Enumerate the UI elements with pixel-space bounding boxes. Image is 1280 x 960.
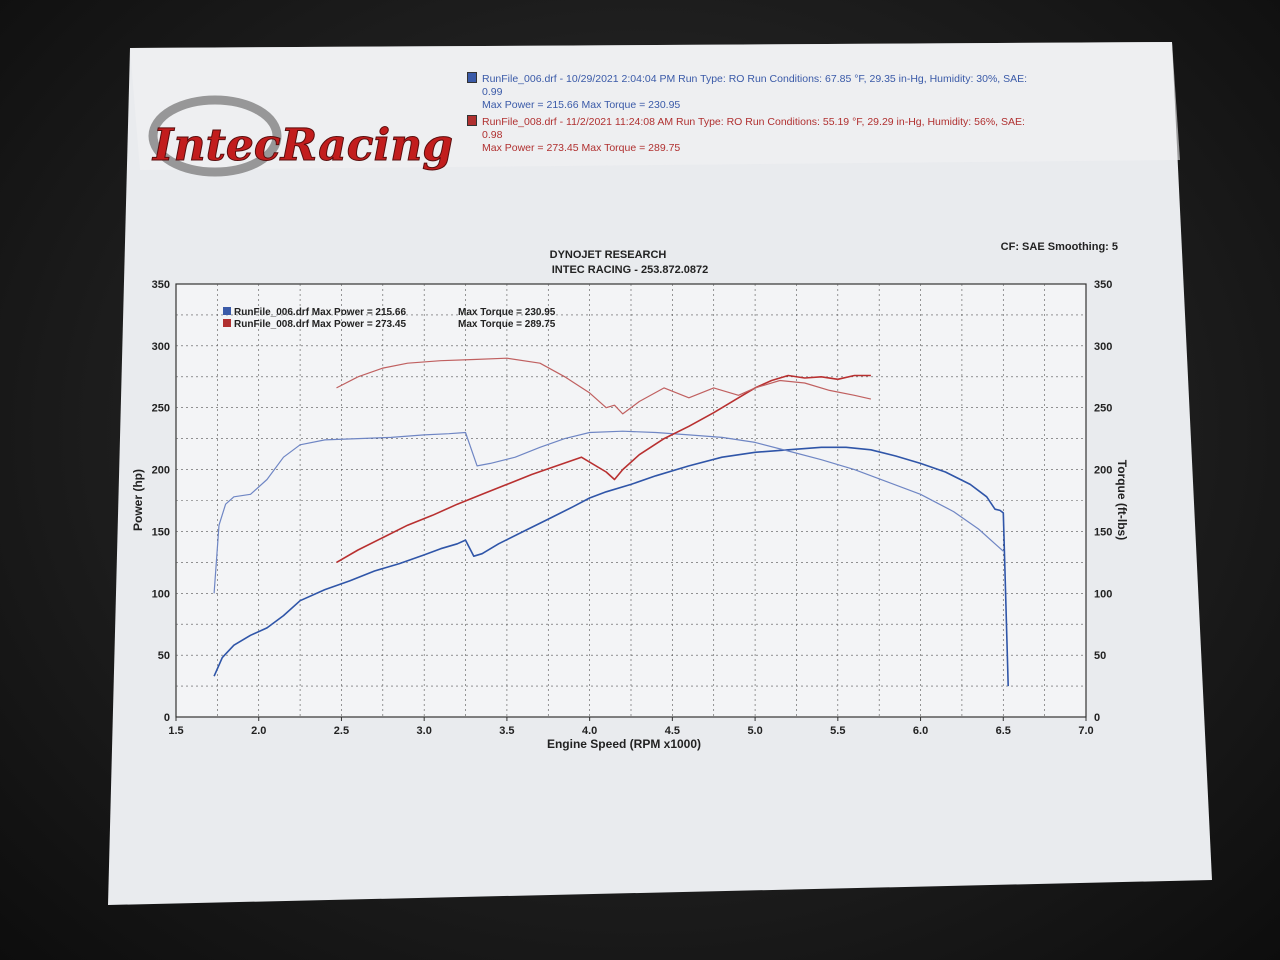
x-tick-label: 1.5 bbox=[168, 725, 183, 737]
x-tick-labels: 1.5 2.0 2.5 3.0 3.5 4.0 4.5 5.0 5.5 6.0 6.5 7.0 bbox=[168, 717, 1094, 737]
run-006-line2: 0.99 bbox=[482, 86, 503, 98]
y2-tick-label: 50 bbox=[1094, 650, 1106, 662]
run-008-line2: 0.98 bbox=[482, 129, 503, 141]
x-tick-label: 2.0 bbox=[251, 725, 266, 737]
x-tick-label: 6.5 bbox=[996, 725, 1011, 737]
x-tick-label: 2.5 bbox=[334, 725, 349, 737]
y-tick-labels: 0 50 100 150 200 250 300 350 bbox=[152, 279, 170, 724]
y-tick-label: 300 bbox=[152, 341, 170, 353]
y2-axis-label: Torque (ft-lbs) bbox=[1115, 460, 1129, 540]
grid-lines bbox=[176, 284, 1086, 717]
legend-swatch-006 bbox=[223, 307, 231, 315]
y2-tick-label: 300 bbox=[1094, 341, 1112, 353]
chart-subtitle: INTEC RACING - 253.872.0872 bbox=[552, 264, 709, 276]
y2-tick-labels: 0 50 100 150 200 250 300 350 bbox=[1094, 279, 1112, 724]
series-line-3 bbox=[336, 357, 872, 415]
x-tick-label: 5.0 bbox=[747, 725, 762, 737]
y2-tick-label: 200 bbox=[1094, 465, 1112, 477]
y-tick-label: 350 bbox=[152, 279, 170, 291]
series-line-0 bbox=[213, 446, 1009, 687]
run-006-swatch bbox=[467, 72, 477, 83]
y-tick-label: 200 bbox=[152, 465, 170, 477]
x-tick-label: 3.5 bbox=[499, 725, 514, 737]
legend-008-power: RunFile_008.drf Max Power = 273.45 bbox=[234, 319, 406, 330]
x-tick-label: 4.0 bbox=[582, 725, 597, 737]
run-006-line1: RunFile_006.drf - 10/29/2021 2:04:04 PM … bbox=[482, 73, 1028, 85]
x-tick-label: 6.0 bbox=[913, 725, 928, 737]
run-header-008: RunFile_008.drf - 11/2/2021 11:24:08 AM … bbox=[467, 115, 1025, 155]
y-tick-label: 50 bbox=[158, 650, 170, 662]
y2-tick-label: 350 bbox=[1094, 279, 1112, 291]
legend-006-torque: Max Torque = 230.95 bbox=[458, 307, 556, 318]
series-line-1 bbox=[213, 430, 1004, 594]
y2-tick-label: 250 bbox=[1094, 403, 1112, 415]
run-006-line3: Max Power = 215.66 Max Torque = 230.95 bbox=[482, 99, 681, 111]
intec-racing-logo: IntecRacing bbox=[148, 95, 454, 177]
x-tick-label: 3.0 bbox=[417, 725, 432, 737]
series-line-2 bbox=[336, 374, 871, 564]
y-tick-label: 150 bbox=[152, 526, 170, 538]
y-axis-label: Power (hp) bbox=[131, 469, 145, 531]
x-tick-label: 4.5 bbox=[665, 725, 680, 737]
y2-tick-label: 150 bbox=[1094, 526, 1112, 538]
chart-legend: RunFile_006.drf Max Power = 215.66 Max T… bbox=[223, 307, 556, 330]
run-008-line1: RunFile_008.drf - 11/2/2021 11:24:08 AM … bbox=[482, 116, 1025, 128]
y2-tick-label: 0 bbox=[1094, 712, 1100, 724]
legend-008-torque: Max Torque = 289.75 bbox=[458, 319, 556, 330]
data-lines bbox=[213, 357, 1009, 687]
run-008-line3: Max Power = 273.45 Max Torque = 289.75 bbox=[482, 142, 681, 154]
legend-swatch-008 bbox=[223, 319, 231, 327]
x-axis-label: Engine Speed (RPM x1000) bbox=[547, 737, 701, 751]
logo-wordmark: IntecRacing bbox=[151, 120, 453, 171]
y2-tick-label: 100 bbox=[1094, 588, 1112, 600]
run-008-swatch bbox=[467, 115, 477, 126]
y-tick-label: 100 bbox=[152, 588, 170, 600]
legend-006-power: RunFile_006.drf Max Power = 215.66 bbox=[234, 307, 406, 318]
chart-title: DYNOJET RESEARCH bbox=[550, 249, 667, 261]
y-tick-label: 0 bbox=[164, 712, 170, 724]
x-tick-label: 5.5 bbox=[830, 725, 845, 737]
run-header-006: RunFile_006.drf - 10/29/2021 2:04:04 PM … bbox=[467, 72, 1027, 112]
x-tick-label: 7.0 bbox=[1078, 725, 1093, 737]
y-tick-label: 250 bbox=[152, 403, 170, 415]
cf-smoothing-label: CF: SAE Smoothing: 5 bbox=[1001, 241, 1118, 253]
